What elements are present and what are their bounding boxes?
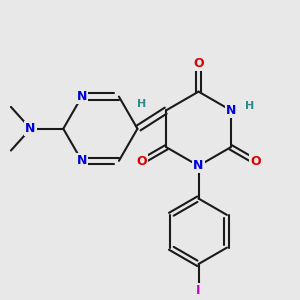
Text: N: N: [194, 159, 204, 172]
Text: N: N: [226, 104, 236, 117]
Text: O: O: [136, 155, 147, 168]
Text: O: O: [193, 57, 204, 70]
Text: O: O: [250, 155, 260, 168]
Text: H: H: [244, 101, 254, 111]
Text: I: I: [196, 284, 201, 297]
Text: H: H: [137, 99, 147, 109]
Text: N: N: [26, 122, 36, 135]
Text: N: N: [76, 154, 87, 167]
Text: N: N: [76, 90, 87, 103]
